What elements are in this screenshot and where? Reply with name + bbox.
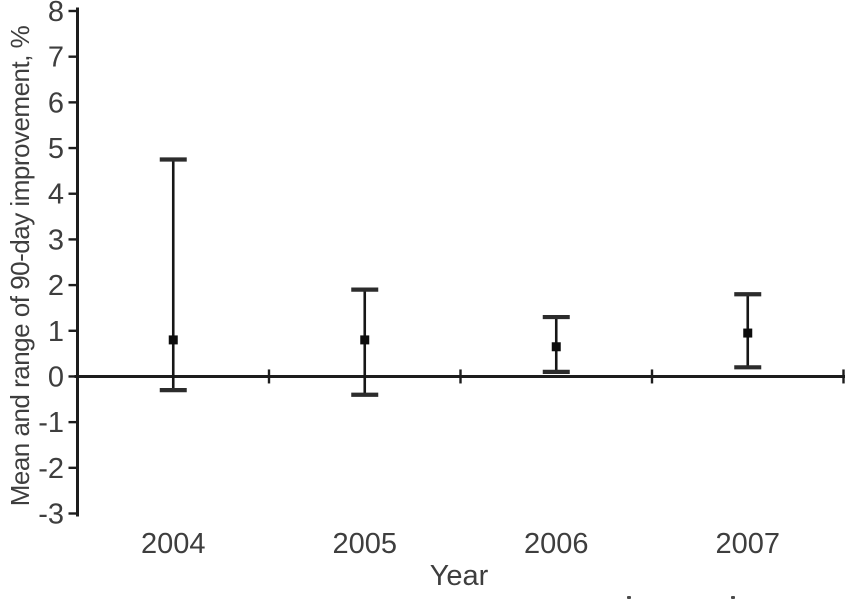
y-tick-label-8: 8 [48,0,64,28]
x-tick-label-2005: 2005 [332,528,397,560]
y-tick-label-6: 6 [48,87,64,119]
x-tick-label-2004: 2004 [141,528,206,560]
error-bar-2005 [351,287,379,397]
plot-area: 8 7 6 5 4 3 2 1 0 -1 -2 -3 2004 2005 2006 2007 [38,0,845,560]
y-tick-label--3: -3 [38,499,64,531]
y-tick-label-4: 4 [48,179,64,211]
cropped-caption-remnant [627,596,735,599]
x-tick-label-2006: 2006 [524,528,589,560]
y-tick-label-2: 2 [48,270,64,302]
mean-marker [743,328,753,338]
mean-marker [168,335,178,345]
y-tick-label-3: 3 [48,224,64,256]
y-tick-label--2: -2 [38,453,64,485]
y-axis-title: Mean and range of 90-day improvement, % [5,25,35,506]
error-bar-2007 [734,292,762,370]
mean-marker [360,335,370,345]
y-tick-label-5: 5 [48,133,64,165]
y-tick-label-0: 0 [48,361,64,393]
x-tick-label-2007: 2007 [715,528,780,560]
y-tick-label-7: 7 [48,42,64,74]
mean-marker [551,342,561,352]
x-axis-title: Year [430,560,489,592]
error-bar-2004 [159,157,187,393]
y-tick-label--1: -1 [38,407,64,439]
error-bar-2006 [542,314,570,374]
y-tick-label-1: 1 [48,316,64,348]
